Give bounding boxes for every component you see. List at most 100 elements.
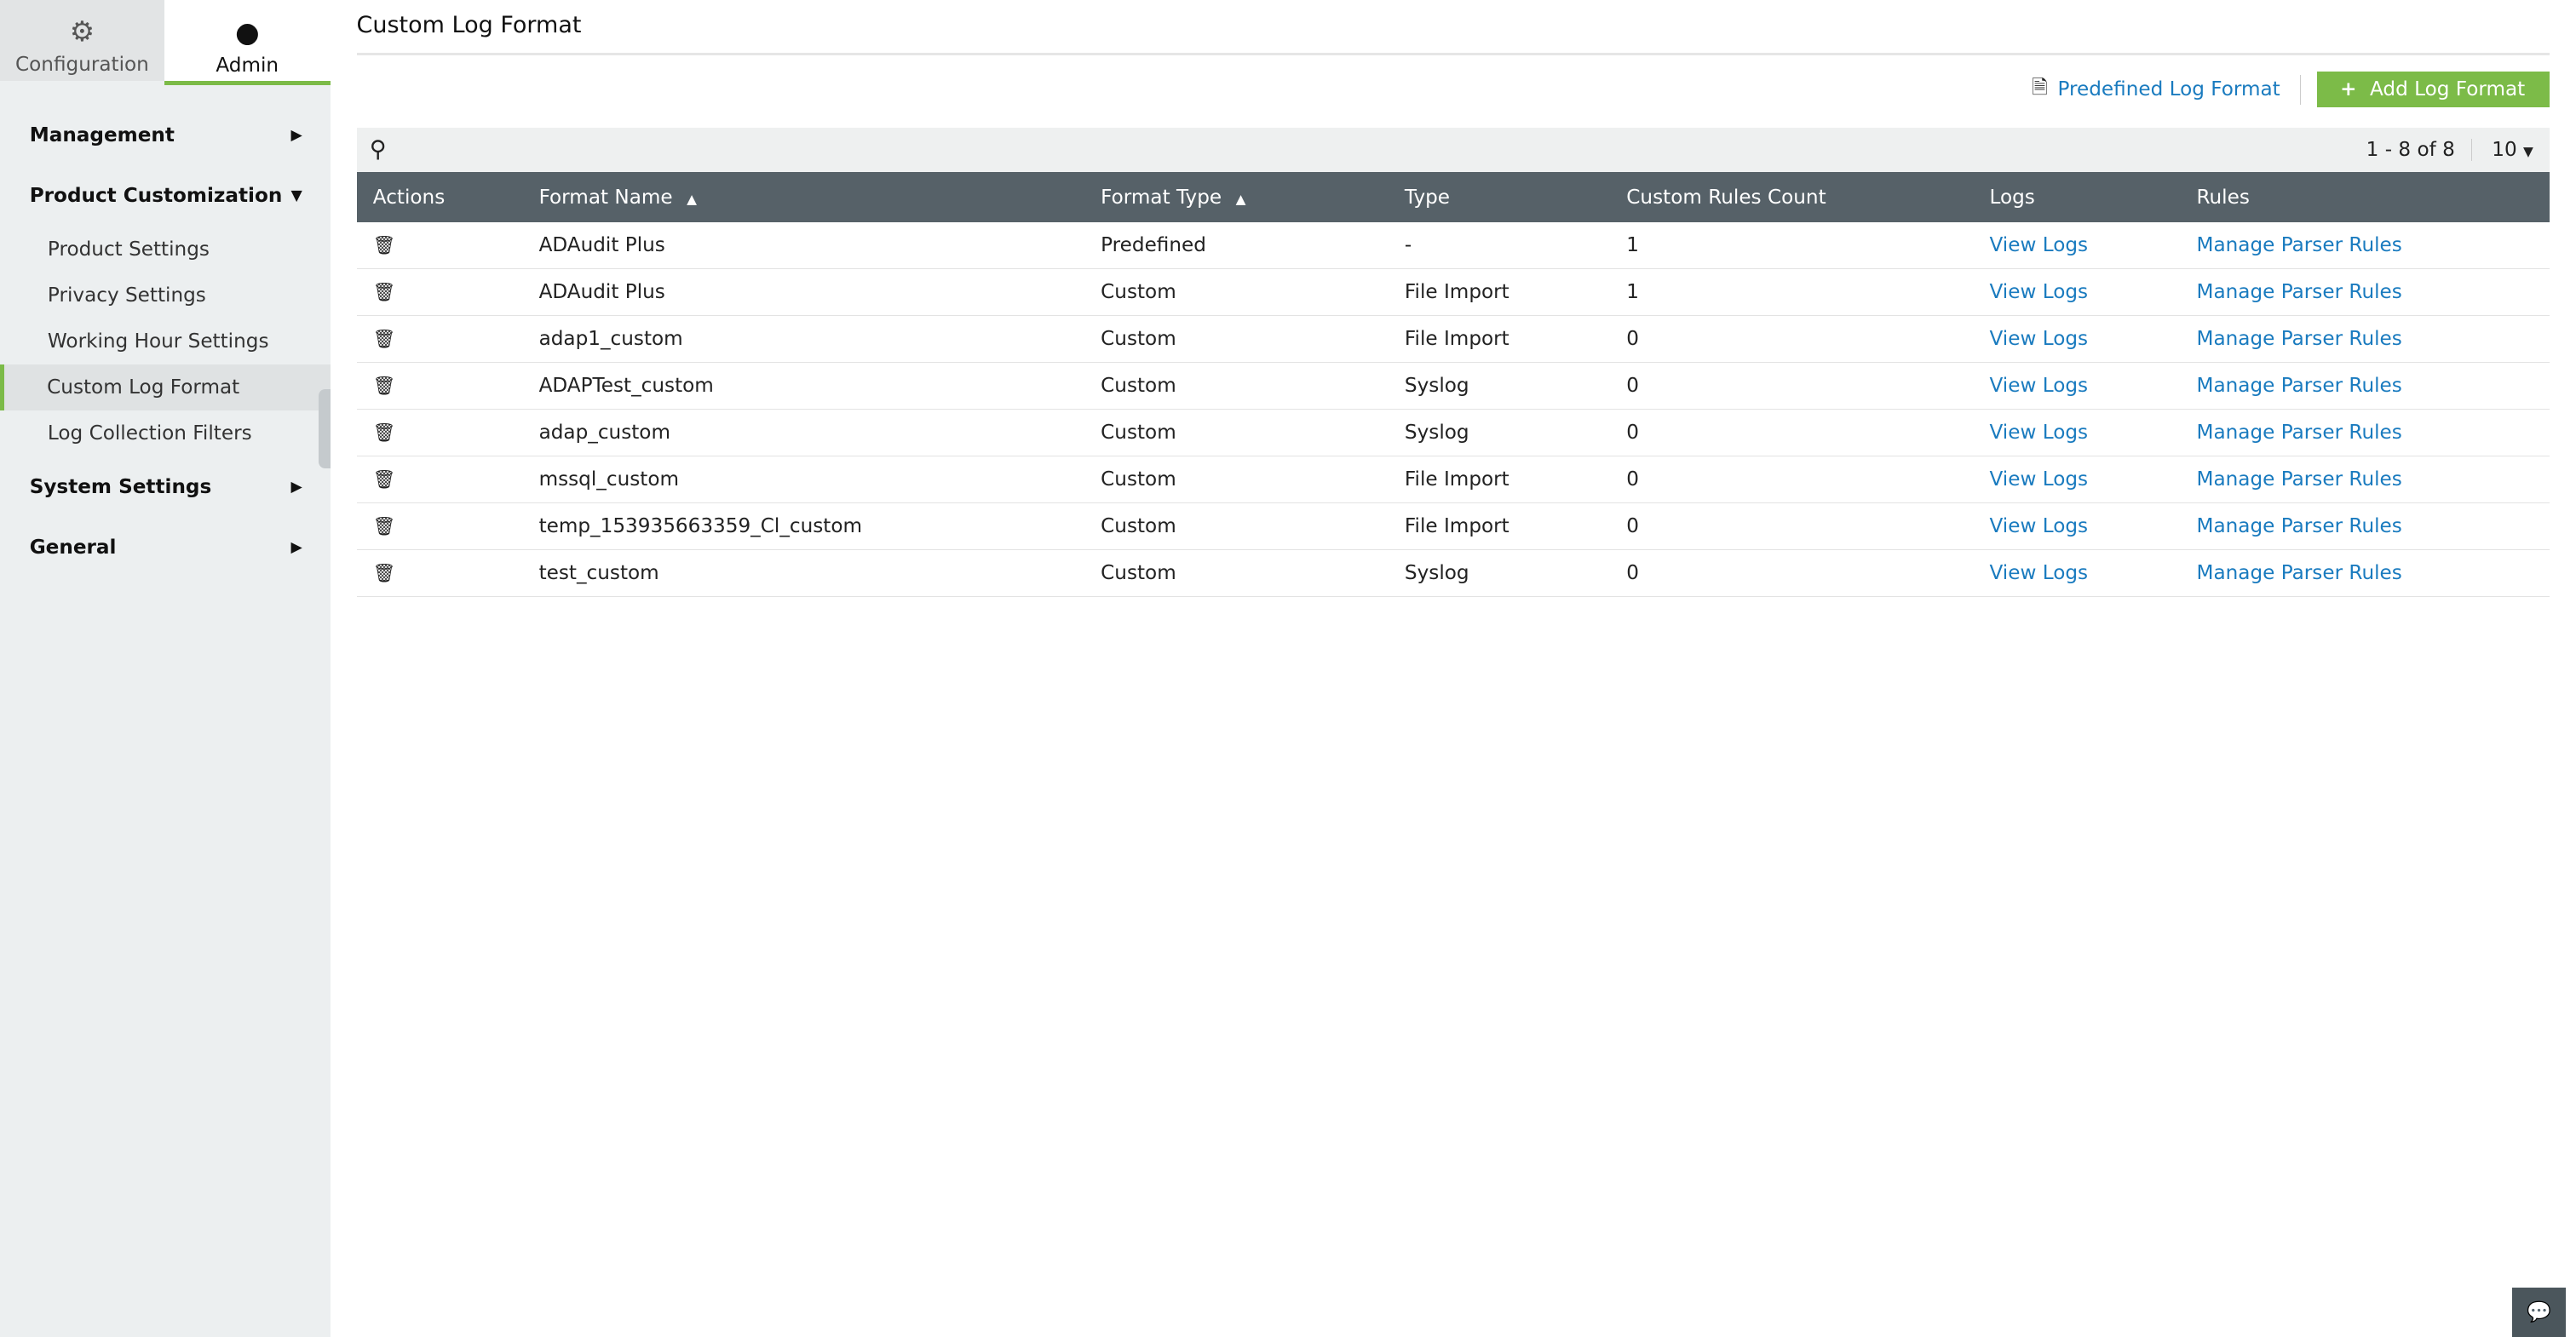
manage-parser-rules-link[interactable]: Manage Parser Rules: [2196, 409, 2550, 457]
table-cell: 0: [1626, 315, 1990, 364]
actions-cell: 🗑: [356, 409, 539, 457]
delete-icon[interactable]: 🗑: [372, 235, 396, 257]
document-icon: 🗎: [2032, 77, 2048, 100]
table-cell: ADAudit Plus: [538, 268, 1101, 317]
nav-management[interactable]: Management ▶: [0, 105, 331, 165]
nav-general[interactable]: General ▶: [0, 517, 331, 577]
nav-product-settings[interactable]: Product Settings: [47, 238, 210, 261]
manage-parser-rules-link[interactable]: Manage Parser Rules: [2196, 268, 2550, 317]
chat-icon: 💬: [2527, 1301, 2552, 1324]
table-cell: Custom: [1101, 409, 1405, 457]
nav-label: Product Customization: [29, 185, 283, 208]
column-label: Format Type: [1101, 186, 1222, 209]
view-logs-link[interactable]: View Logs: [1989, 409, 2197, 457]
table-cell: Custom: [1101, 268, 1405, 317]
tab-admin[interactable]: ● Admin: [164, 0, 331, 86]
column-label: Format Name: [538, 186, 673, 209]
nav-system-settings[interactable]: System Settings ▶: [0, 456, 331, 517]
table-cell: File Import: [1404, 456, 1627, 504]
table-cell: Custom: [1101, 362, 1405, 410]
view-logs-link[interactable]: View Logs: [1989, 549, 2197, 598]
table-cell: Custom: [1101, 315, 1405, 364]
table-cell: Syslog: [1404, 549, 1627, 598]
column-label: Type: [1404, 186, 1451, 209]
tab-label: Admin: [216, 54, 279, 77]
nav-custom-log-format[interactable]: Custom Log Format: [0, 364, 331, 411]
delete-icon[interactable]: 🗑: [372, 376, 396, 398]
nav-label: General: [29, 537, 117, 559]
table-cell: 0: [1626, 456, 1990, 504]
sidebar-collapse-handle[interactable]: [319, 389, 331, 468]
delete-icon[interactable]: 🗑: [372, 422, 396, 445]
view-logs-link[interactable]: View Logs: [1989, 268, 2197, 317]
delete-icon[interactable]: 🗑: [372, 516, 396, 538]
table-cell: 1: [1626, 222, 1990, 270]
table-cell: 0: [1626, 549, 1990, 598]
view-logs-link[interactable]: View Logs: [1989, 222, 2197, 270]
column-label: Custom Rules Count: [1626, 186, 1826, 209]
manage-parser-rules-link[interactable]: Manage Parser Rules: [2196, 362, 2550, 410]
add-log-format-button[interactable]: + Add Log Format: [2317, 71, 2550, 108]
manage-parser-rules-link[interactable]: Manage Parser Rules: [2196, 549, 2550, 598]
view-logs-link[interactable]: View Logs: [1989, 362, 2197, 410]
table-cell: Custom: [1101, 549, 1405, 598]
manage-parser-rules-link[interactable]: Manage Parser Rules: [2196, 222, 2550, 270]
column-header[interactable]: Format Type ▲: [1101, 171, 1405, 223]
page-size-select[interactable]: 10 ▼: [2471, 138, 2533, 161]
delete-icon[interactable]: 🗑: [372, 329, 396, 351]
table-row: 🗑 ADAudit Plus Predefined -1 View Logs Manage…: [356, 222, 2550, 270]
delete-icon[interactable]: 🗑: [372, 563, 396, 585]
actions-cell: 🗑: [356, 456, 539, 504]
table-cell: File Import: [1404, 502, 1627, 551]
gear-icon: ⚙: [69, 15, 95, 49]
table-cell: adap_custom: [538, 409, 1101, 457]
delete-icon[interactable]: 🗑: [372, 469, 396, 491]
delete-icon[interactable]: 🗑: [372, 282, 396, 304]
caret-right-icon: ▶: [290, 539, 302, 557]
table-cell: temp_153935663359_Cl_custom: [538, 502, 1101, 551]
manage-parser-rules-link[interactable]: Manage Parser Rules: [2196, 502, 2550, 551]
nav-product-customization[interactable]: Product Customization ▼: [0, 166, 331, 227]
table-cell: Custom: [1101, 502, 1405, 551]
chat-button[interactable]: 💬: [2511, 1288, 2567, 1337]
tab-configuration[interactable]: ⚙ Configuration: [0, 0, 164, 81]
view-logs-link[interactable]: View Logs: [1989, 502, 2197, 551]
table-cell: 1: [1626, 268, 1990, 317]
table-row: 🗑 adap_custom Custom Syslog 0 View Logs Manage…: [356, 409, 2550, 457]
sort-asc-icon[interactable]: ▲: [1231, 191, 1246, 207]
table-cell: Custom: [1101, 456, 1405, 504]
predefined-log-format-link[interactable]: Predefined Log Format: [2057, 78, 2280, 101]
table-cell: File Import: [1404, 268, 1627, 317]
actions-cell: 🗑: [356, 222, 539, 270]
view-logs-link[interactable]: View Logs: [1989, 456, 2197, 504]
table-cell: File Import: [1404, 315, 1627, 364]
page-title: Custom Log Format: [356, 0, 2550, 55]
log-format-table: Actions Format Name ▲ Format Type ▲ Type Cus…: [356, 171, 2550, 598]
table-cell: -: [1404, 222, 1627, 270]
nav-working-hour-settings[interactable]: Working Hour Settings: [47, 330, 269, 353]
column-header: Rules: [2196, 171, 2550, 223]
column-header: Actions: [356, 171, 539, 223]
search-filter-icon[interactable]: ⚲: [369, 136, 387, 164]
page-size-value: 10: [2492, 138, 2517, 161]
table-cell: 0: [1626, 502, 1990, 551]
table-cell: ADAPTest_custom: [538, 362, 1101, 410]
actions-cell: 🗑: [356, 549, 539, 598]
column-header: Type: [1404, 171, 1627, 223]
nav-label: System Settings: [29, 475, 212, 498]
column-label: Logs: [1989, 186, 2035, 209]
column-header[interactable]: Format Name ▲: [538, 171, 1101, 223]
nav-log-collection-filters[interactable]: Log Collection Filters: [47, 422, 252, 445]
view-logs-link[interactable]: View Logs: [1989, 315, 2197, 364]
table-row: 🗑 ADAudit Plus Custom File Import 1 View Logs…: [356, 268, 2550, 317]
table-row: 🗑 adap1_custom Custom File Import 0 View Logs…: [356, 315, 2550, 364]
table-row: 🗑 mssql_custom Custom File Import 0 View Logs…: [356, 456, 2550, 504]
sort-asc-icon[interactable]: ▲: [682, 191, 697, 207]
manage-parser-rules-link[interactable]: Manage Parser Rules: [2196, 315, 2550, 364]
table-cell: 0: [1626, 409, 1990, 457]
plus-icon: +: [2340, 78, 2357, 101]
table-cell: Syslog: [1404, 409, 1627, 457]
nav-privacy-settings[interactable]: Privacy Settings: [47, 284, 206, 307]
user-icon: ●: [234, 16, 260, 49]
manage-parser-rules-link[interactable]: Manage Parser Rules: [2196, 456, 2550, 504]
